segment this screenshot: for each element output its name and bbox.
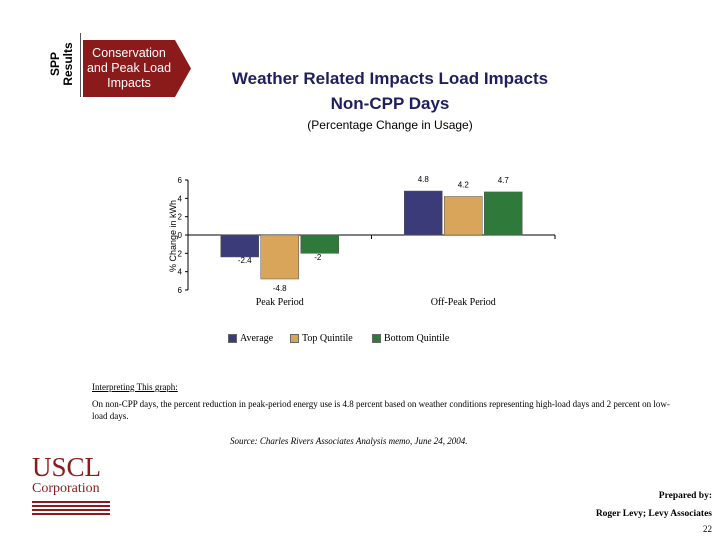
topic-banner: Conservation and Peak Load Impacts bbox=[83, 40, 191, 97]
banner-line3: Impacts bbox=[107, 76, 151, 90]
x-category-label: Peak Period bbox=[256, 297, 304, 308]
legend-item-top-quintile: Top Quintile bbox=[290, 333, 353, 344]
legend-label-average: Average bbox=[240, 333, 274, 344]
x-category-label: Off-Peak Period bbox=[431, 297, 496, 308]
bar-average bbox=[220, 234, 259, 258]
page-title: Weather Related Impacts Load Impacts Non… bbox=[200, 66, 580, 116]
y-tick-label: 4 bbox=[178, 194, 183, 203]
page-title-line1: Weather Related Impacts Load Impacts bbox=[231, 69, 549, 88]
y-tick-label: 0 bbox=[178, 231, 183, 240]
y-tick-label: 6 bbox=[178, 286, 183, 295]
section-divider bbox=[80, 33, 81, 97]
logo-corp: Corporation bbox=[32, 481, 100, 496]
banner-line2: and Peak Load bbox=[86, 61, 172, 75]
bar-average bbox=[404, 190, 443, 236]
legend-item-average: Average bbox=[228, 333, 273, 344]
y-axis-label: % Change in kWh bbox=[168, 200, 178, 272]
company-logo: USCL Corporation bbox=[32, 454, 122, 517]
banner-line1: Conservation bbox=[92, 46, 166, 60]
y-tick-label: 4 bbox=[178, 268, 183, 277]
logo-name: USCL bbox=[32, 452, 102, 482]
bar-bottom-quintile bbox=[484, 191, 523, 236]
interpretation-heading: Interpreting This graph: bbox=[92, 382, 178, 392]
data-label: -4.8 bbox=[273, 284, 287, 293]
data-label: -2.4 bbox=[238, 256, 252, 265]
bar-top-quintile bbox=[444, 196, 483, 236]
legend-label-bottom-quintile: Bottom Quintile bbox=[384, 333, 450, 344]
legend-item-bottom-quintile: Bottom Quintile bbox=[372, 333, 449, 344]
page-subtitle: (Percentage Change in Usage) bbox=[307, 118, 473, 132]
data-label: 4.7 bbox=[498, 176, 510, 185]
bar-bottom-quintile bbox=[300, 234, 339, 254]
interpretation-text: On non-CPP days, the percent reduction i… bbox=[92, 399, 670, 421]
legend-swatch-bottom-quintile bbox=[372, 334, 381, 344]
y-tick-label: 6 bbox=[178, 176, 183, 185]
prepared-by-author: Roger Levy; Levy Associates bbox=[595, 509, 712, 519]
data-label: -2 bbox=[314, 253, 322, 262]
logo-stripes bbox=[32, 501, 122, 515]
bar-top-quintile bbox=[260, 234, 299, 280]
legend-swatch-top-quintile bbox=[290, 334, 299, 344]
source-note: Source: Charles Rivers Associates Analys… bbox=[230, 436, 468, 446]
y-tick-label: 2 bbox=[178, 213, 183, 222]
y-tick-label: 2 bbox=[178, 249, 183, 258]
legend-label-top-quintile: Top Quintile bbox=[302, 333, 353, 344]
prepared-by-label: Prepared by: bbox=[658, 491, 712, 501]
prepared-by: Prepared by: Roger Levy; Levy Associates bbox=[596, 487, 712, 523]
banner-arrow-shape bbox=[83, 40, 191, 97]
page-title-line2: Non-CPP Days bbox=[330, 94, 450, 113]
data-label: 4.8 bbox=[418, 175, 430, 184]
data-label: 4.2 bbox=[458, 181, 470, 190]
page-number: 22 bbox=[703, 524, 712, 534]
legend-swatch-average bbox=[228, 334, 237, 344]
bar-chart: 6 4 2 0 2 4 6 % Change in kWh Peak Period Off-Pea… bbox=[168, 175, 556, 308]
